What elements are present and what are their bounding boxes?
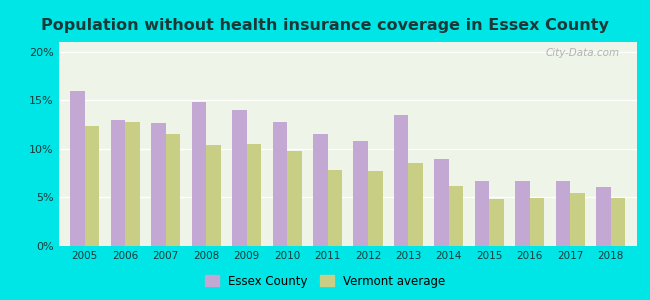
Bar <box>611 198 625 246</box>
Bar <box>449 186 463 246</box>
Bar <box>166 134 180 246</box>
Bar <box>556 181 570 246</box>
Bar <box>84 125 99 246</box>
Bar <box>111 120 125 246</box>
Bar <box>287 151 302 246</box>
Bar <box>408 164 423 246</box>
Bar <box>354 141 368 246</box>
Bar <box>394 115 408 246</box>
Bar <box>192 102 206 246</box>
Bar <box>70 91 84 246</box>
Bar <box>328 170 342 246</box>
Bar <box>151 123 166 246</box>
Bar <box>596 187 611 246</box>
Bar <box>125 122 140 246</box>
Bar <box>368 171 383 246</box>
Bar <box>232 110 246 246</box>
Bar <box>313 134 328 246</box>
Bar <box>489 200 504 246</box>
Bar <box>474 181 489 246</box>
Bar <box>272 122 287 246</box>
Bar <box>515 181 530 246</box>
Legend: Essex County, Vermont average: Essex County, Vermont average <box>201 271 449 291</box>
Text: City-Data.com: City-Data.com <box>545 48 619 58</box>
Bar <box>570 193 585 246</box>
Bar <box>246 144 261 246</box>
Text: Population without health insurance coverage in Essex County: Population without health insurance cove… <box>41 18 609 33</box>
Bar <box>530 198 544 246</box>
Bar <box>434 159 449 246</box>
Bar <box>206 145 221 246</box>
